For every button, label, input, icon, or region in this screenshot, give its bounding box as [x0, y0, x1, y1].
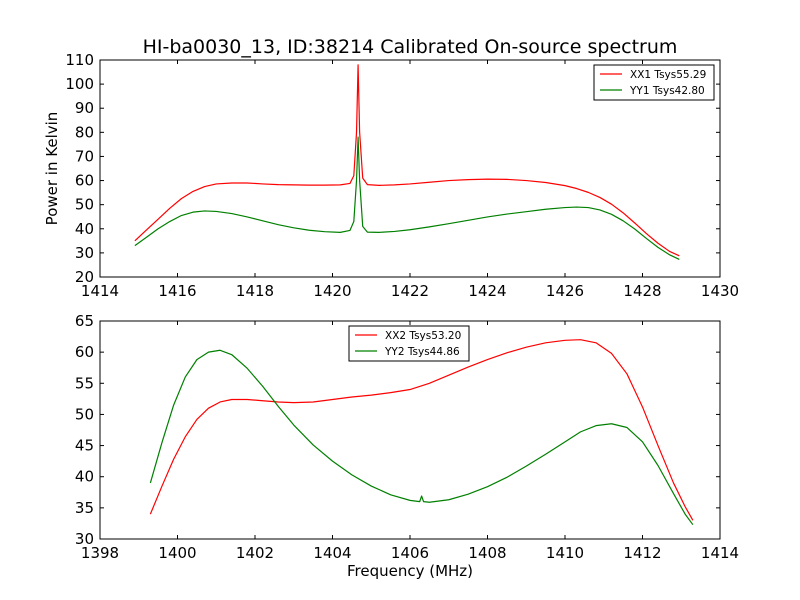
y-tick-label: 50: [75, 405, 94, 423]
x-tick-label: 1424: [468, 282, 506, 300]
x-tick-label: 1406: [391, 544, 429, 562]
x-tick-label: 1414: [701, 544, 739, 562]
y-tick-label: 70: [75, 147, 94, 165]
y-axis-title: Power in Kelvin: [43, 112, 61, 226]
series-line-1: [134, 64, 680, 257]
y-tick-label: 40: [75, 220, 94, 238]
legend: XX1 Tsys55.29 YY1 Tsys42.80: [593, 64, 715, 101]
y-tick-label: 60: [75, 343, 94, 361]
x-tick-label: 1428: [623, 282, 661, 300]
x-tick-label: 1412: [623, 544, 661, 562]
series-line-2: [134, 136, 680, 260]
legend: XX2 Tsys53.20 YY2 Tsys44.86: [348, 325, 470, 362]
legend-label: YY2 Tsys44.86: [384, 346, 460, 358]
y-tick-label: 100: [65, 75, 94, 93]
x-tick-label: 1422: [391, 282, 429, 300]
legend-box: [593, 64, 715, 101]
x-tick-label: 1430: [701, 282, 739, 300]
y-tick-label: 65: [75, 312, 94, 330]
legend-label: XX2 Tsys53.20: [385, 330, 461, 342]
y-tick-label: 55: [75, 374, 94, 392]
x-tick-label: 1418: [236, 282, 274, 300]
x-tick-label: 1398: [81, 544, 119, 562]
legend-label: XX1 Tsys55.29: [630, 69, 706, 81]
y-tick-label: 30: [75, 244, 94, 262]
y-tick-label: 30: [75, 530, 94, 548]
y-tick-label: 90: [75, 99, 94, 117]
y-tick-label: 45: [75, 437, 94, 455]
y-tick-label: 110: [65, 51, 94, 69]
x-tick-label: 1400: [158, 544, 196, 562]
x-tick-label: 1416: [158, 282, 196, 300]
x-tick-label: 1410: [546, 544, 584, 562]
y-tick-label: 80: [75, 123, 94, 141]
legend-label: YY1 Tsys42.80: [629, 85, 705, 97]
x-axis-title: Frequency (MHz): [347, 562, 473, 580]
x-tick-label: 1414: [81, 282, 119, 300]
y-tick-label: 20: [75, 268, 94, 286]
bottom-spectrum-plot: 1398 1400 1402 1404 1406 1408 1410 1412 1414 30 35…: [75, 312, 739, 580]
y-tick-label: 60: [75, 172, 94, 190]
legend-box: [348, 325, 470, 362]
chart-title: HI-ba0030_13, ID:38214 Calibrated On-sou…: [143, 36, 678, 58]
y-tick-label: 35: [75, 499, 94, 517]
series-line-1: [149, 339, 694, 521]
x-tick-label: 1402: [236, 544, 274, 562]
x-tick-label: 1408: [468, 544, 506, 562]
x-tick-label: 1426: [546, 282, 584, 300]
top-spectrum-plot: 1414 1416 1418 1420 1422 1424 1426 1428 1430 20 30…: [43, 51, 739, 300]
y-tick-label: 50: [75, 196, 94, 214]
series-line-2: [149, 349, 694, 526]
y-tick-label: 40: [75, 468, 94, 486]
x-tick-label: 1404: [313, 544, 351, 562]
x-tick-label: 1420: [313, 282, 351, 300]
